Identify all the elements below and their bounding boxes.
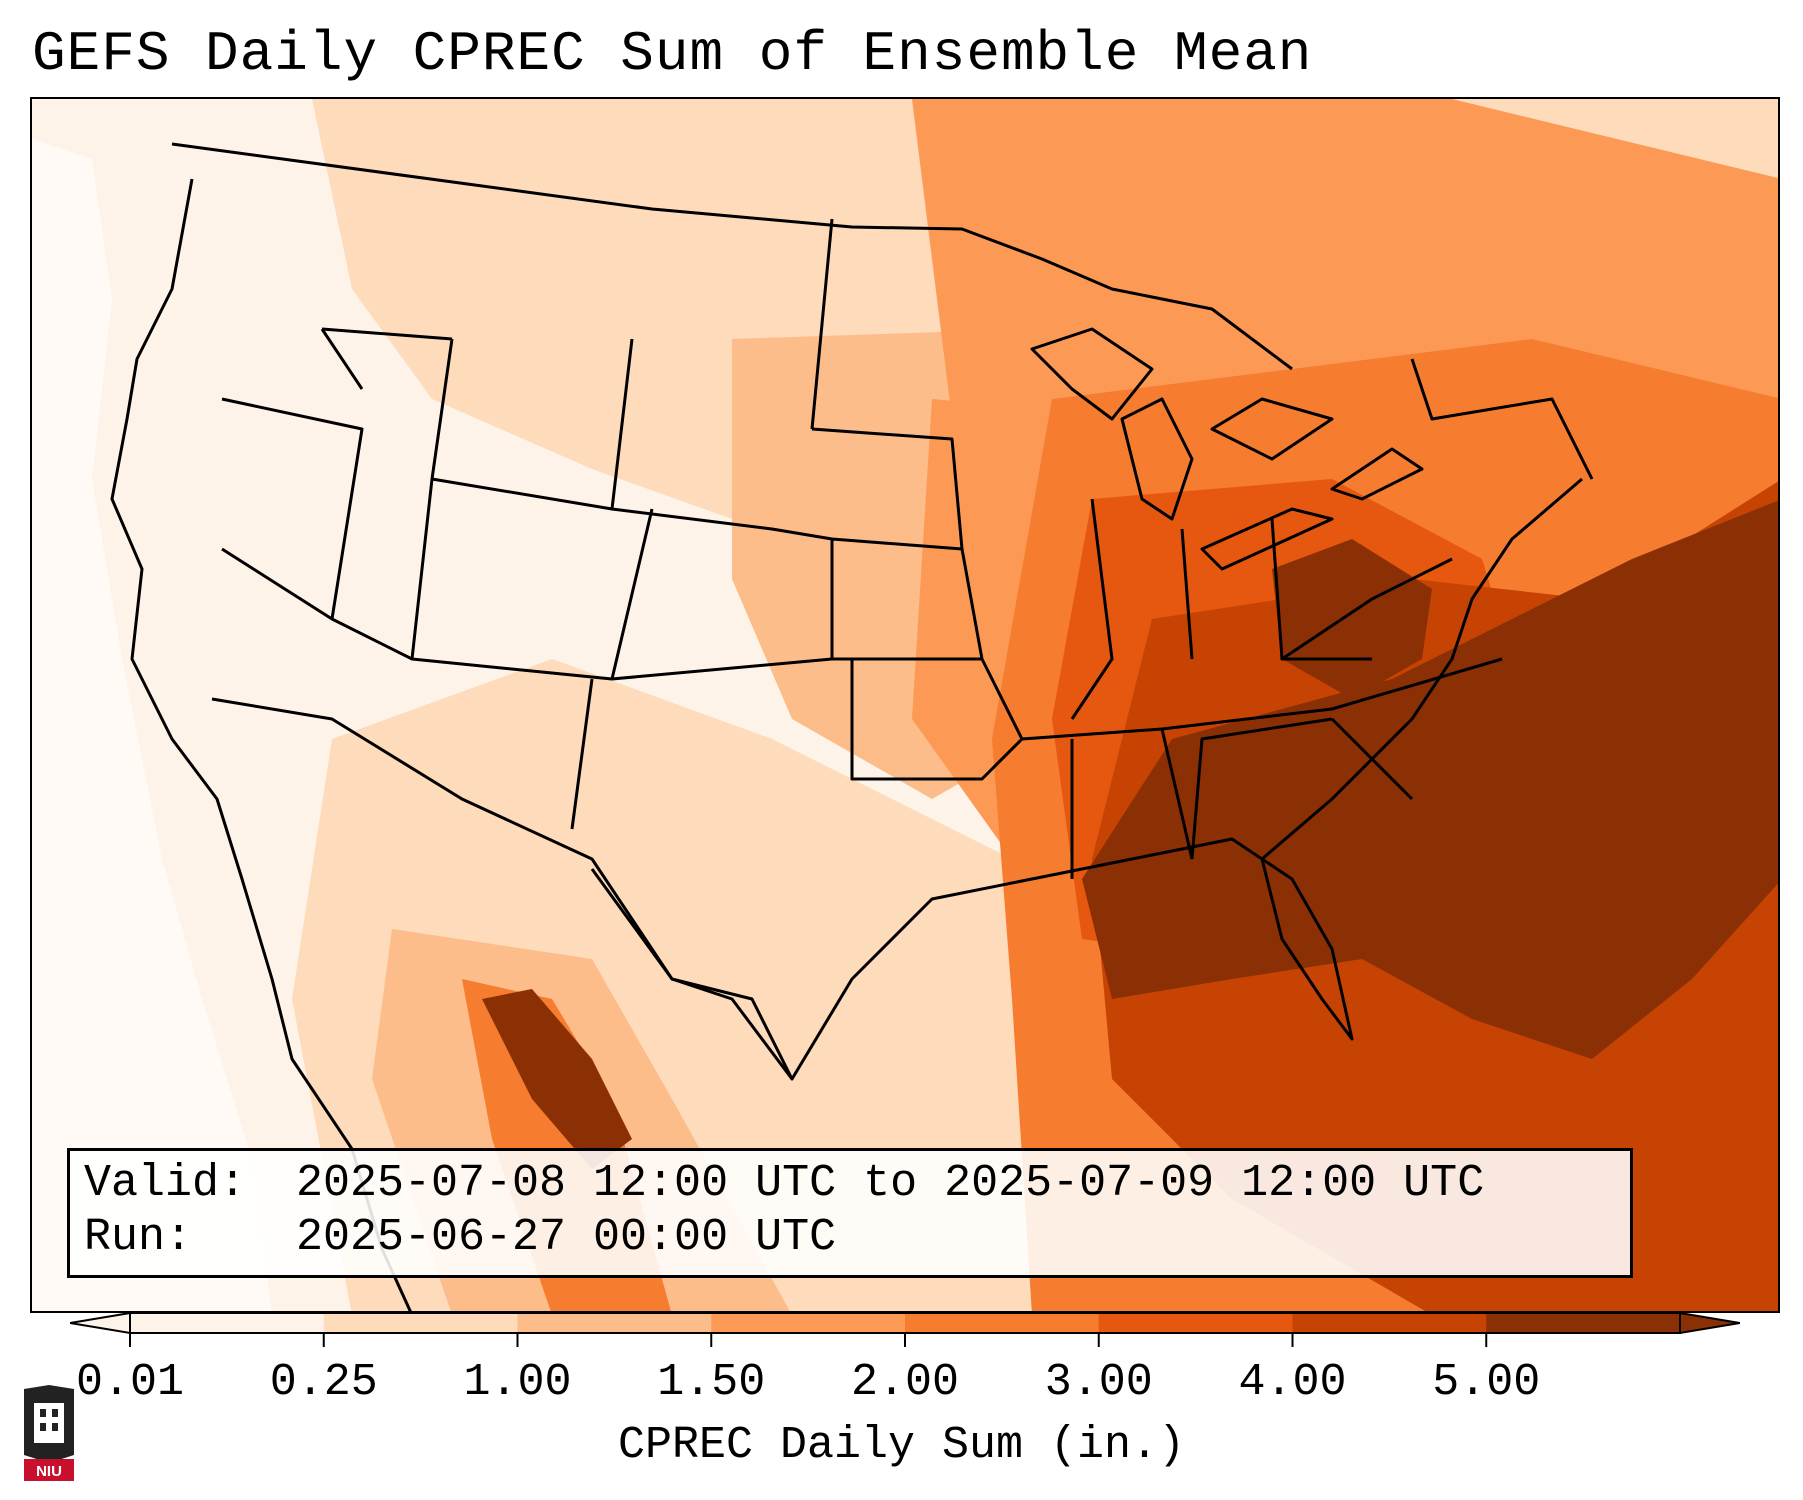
valid-label: Valid: bbox=[84, 1158, 247, 1209]
colorbar-tick-label: 3.00 bbox=[1044, 1357, 1153, 1408]
boundaries bbox=[110, 142, 1594, 1311]
colorbar-tick-label: 0.25 bbox=[269, 1357, 378, 1408]
colorbar-tick-label: 1.50 bbox=[657, 1357, 766, 1408]
run-row: Run: 2025-06-27 00:00 UTC bbox=[84, 1211, 1616, 1265]
valid-run-info-box: Valid: 2025-07-08 12:00 UTC to 2025-07-0… bbox=[67, 1148, 1633, 1278]
colorbar bbox=[70, 1313, 1740, 1347]
run-label: Run: bbox=[84, 1212, 193, 1263]
colorbar-extend-high bbox=[1679, 1313, 1740, 1335]
colorbar-tick-label: 2.00 bbox=[850, 1357, 960, 1408]
svg-text:NIU: NIU bbox=[36, 1463, 62, 1480]
colorbar-label: CPREC Daily Sum (in.) bbox=[617, 1420, 1186, 1471]
colorbar-segment bbox=[517, 1313, 712, 1333]
colorbar-tick-label: 1.00 bbox=[463, 1357, 572, 1408]
state-lines bbox=[221, 218, 1594, 879]
map-canvas bbox=[32, 99, 1778, 1311]
colorbar-tick-label: 0.01 bbox=[75, 1357, 185, 1408]
valid-value: 2025-07-08 12:00 UTC to 2025-07-09 12:00… bbox=[296, 1158, 1485, 1209]
niu-logo: NIU bbox=[24, 1385, 74, 1481]
colorbar-tick-label: 5.00 bbox=[1432, 1357, 1541, 1408]
border-canada bbox=[171, 142, 1293, 371]
colorbar-tick-label: 4.00 bbox=[1238, 1357, 1347, 1408]
field-max-southeast bbox=[1082, 500, 1778, 1059]
field-max-mexico bbox=[482, 989, 632, 1169]
run-value: 2025-06-27 00:00 UTC bbox=[296, 1212, 837, 1263]
colorbar-segment bbox=[1292, 1313, 1487, 1333]
colorbar-segment bbox=[130, 1313, 325, 1333]
precipitation-map bbox=[30, 97, 1780, 1313]
valid-row: Valid: 2025-07-08 12:00 UTC to 2025-07-0… bbox=[84, 1157, 1616, 1211]
colorbar-segment bbox=[905, 1313, 1100, 1333]
great-lakes bbox=[1030, 327, 1424, 571]
border-mexico bbox=[211, 697, 794, 1080]
colorbar-segment bbox=[711, 1313, 906, 1333]
colorbar-extend-low bbox=[70, 1313, 131, 1335]
colorbar-segment bbox=[323, 1313, 518, 1333]
colorbar-segment bbox=[1098, 1313, 1293, 1333]
field-none-pacific bbox=[32, 139, 272, 1311]
colorbar-segment bbox=[1486, 1313, 1681, 1333]
coastline-west bbox=[110, 178, 412, 1311]
map-title: GEFS Daily CPREC Sum of Ensemble Mean bbox=[32, 22, 1313, 86]
